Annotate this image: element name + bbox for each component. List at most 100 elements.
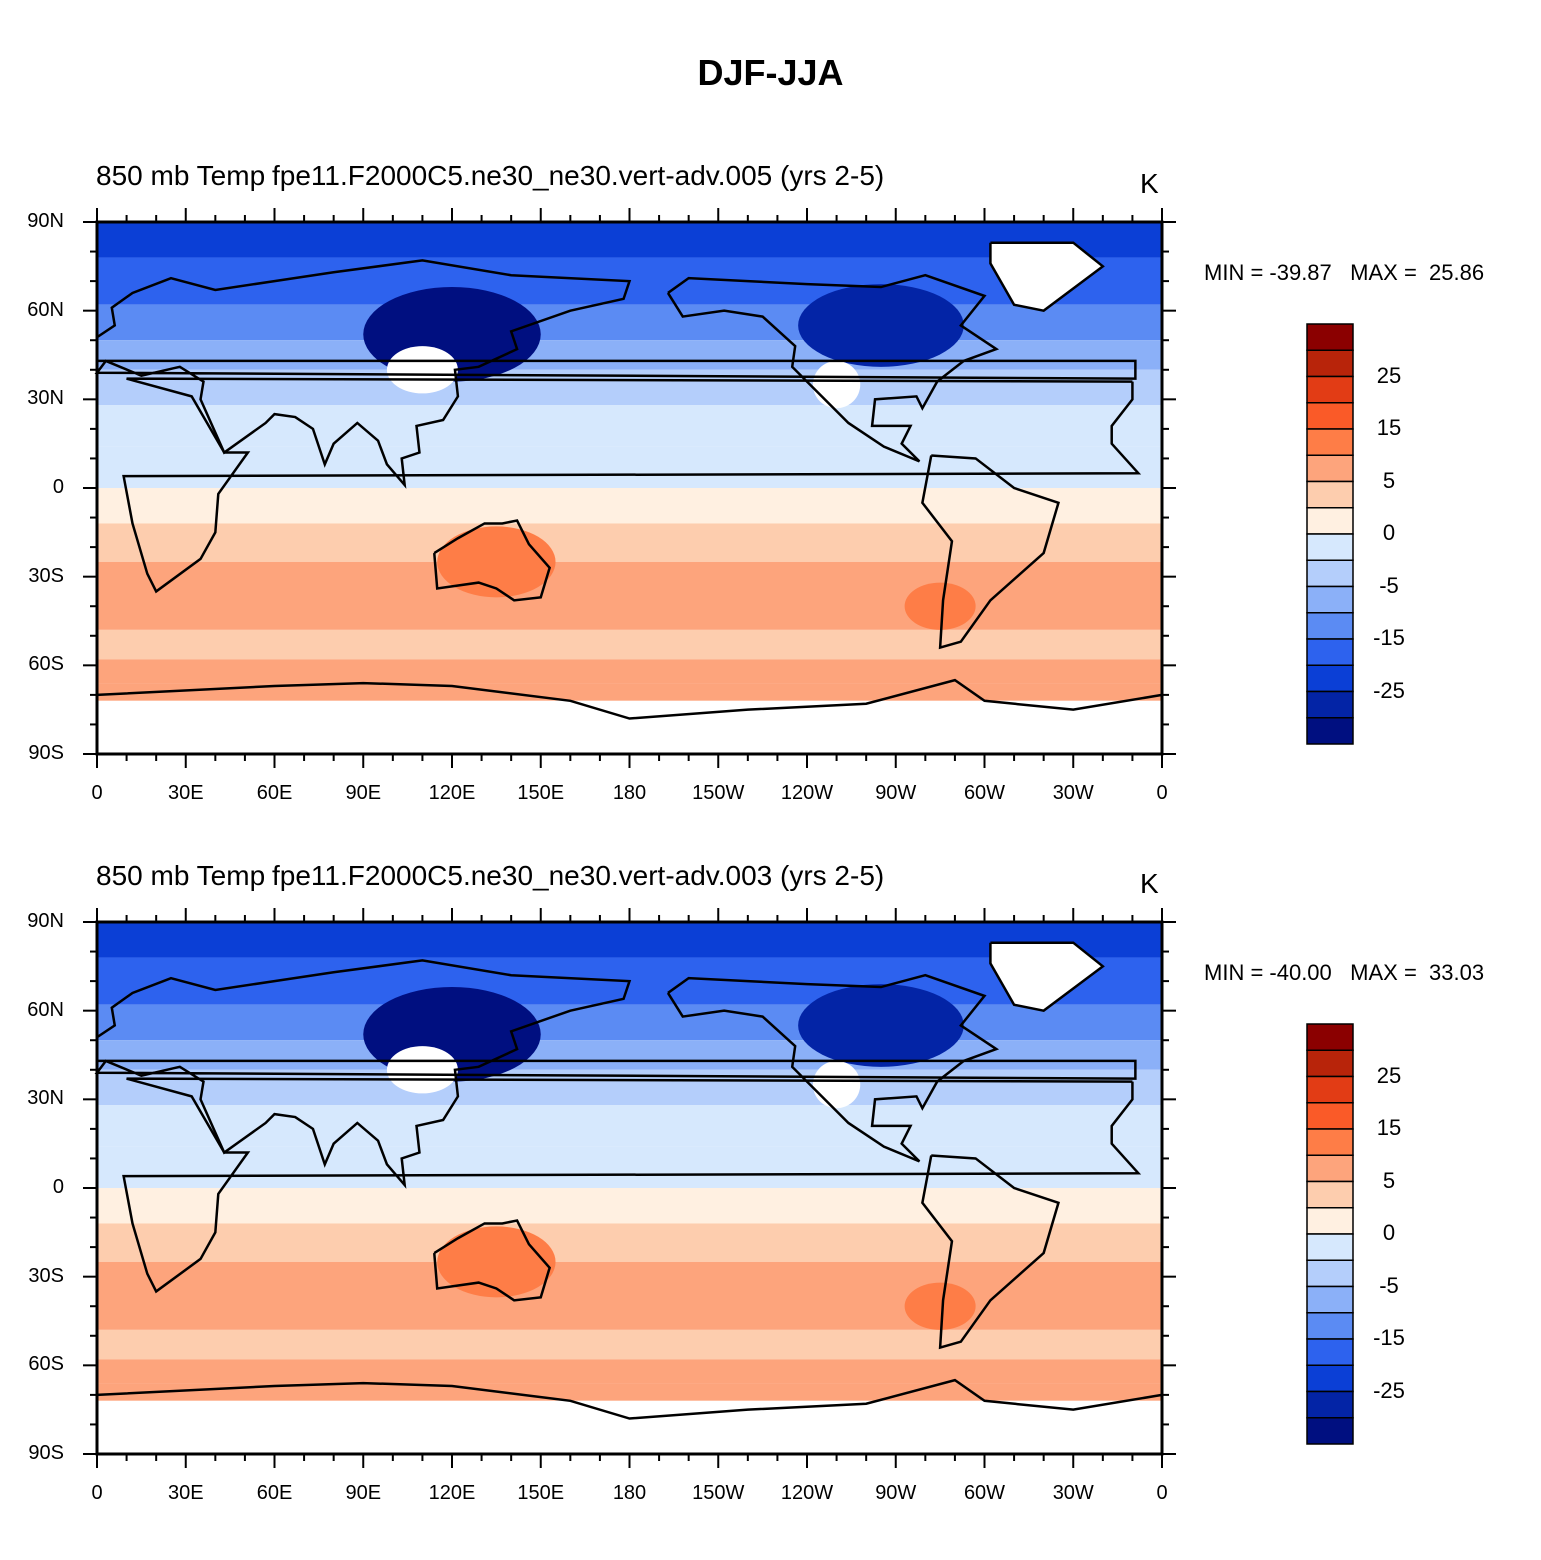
coastline <box>94 259 1137 489</box>
colorbar-box <box>1306 612 1354 640</box>
colorbar-box <box>1306 349 1354 378</box>
lon-tick-label: 180 <box>612 782 647 804</box>
colorbar-label: -15 <box>1373 1325 1405 1350</box>
lat-tick-label: 60S <box>28 1353 64 1376</box>
axis-ticks <box>83 908 1176 1468</box>
lat-tick-label: 0 <box>52 476 64 498</box>
figure-title: DJF-JJA <box>697 52 844 93</box>
colorbar-box <box>1306 664 1354 693</box>
coastline <box>921 454 1060 650</box>
coastline <box>989 241 1105 313</box>
lon-tick-label: 60W <box>963 1482 1006 1504</box>
missing-data-area <box>97 1400 1162 1454</box>
lon-tick-label: 120W <box>780 1482 834 1504</box>
lon-tick-label: 150E <box>517 782 565 804</box>
colorbar-box <box>1306 480 1354 509</box>
min-max-label: MIN = -40.00 MAX = 33.03 <box>1204 960 1484 986</box>
lon-tick-label: 90W <box>875 782 917 804</box>
missing-data-area <box>97 700 1162 754</box>
lat-tick-label: 60S <box>28 653 64 676</box>
lon-tick-label: 60E <box>256 1482 293 1504</box>
colorbar-box <box>1306 690 1354 719</box>
colorbar-label: 5 <box>1382 467 1396 493</box>
colorbar-box <box>1306 1207 1354 1235</box>
lon-tick-label: 150W <box>692 1482 745 1504</box>
colorbar-label: -25 <box>1373 1377 1405 1403</box>
coastline <box>989 941 1105 1013</box>
lon-tick-label: 90W <box>875 1482 917 1504</box>
contour-band <box>904 582 976 630</box>
lon-tick-label: 30W <box>1052 782 1094 804</box>
colorbar-box <box>1306 1285 1354 1314</box>
colorbar-box <box>1306 559 1354 588</box>
lon-tick-label: 30E <box>167 1482 204 1504</box>
contour-band <box>97 523 1162 562</box>
contour-band <box>97 1188 1162 1224</box>
panel-variable-label: 850 mb Temp <box>96 160 266 191</box>
coastlines <box>94 241 1164 756</box>
contour-band <box>97 1040 1162 1070</box>
contour-band <box>437 1226 556 1298</box>
colorbar-box <box>1306 507 1354 535</box>
axis-ticks <box>83 208 1176 768</box>
min-label: MIN = -39.87 <box>1204 260 1332 285</box>
lon-tick-label: 0 <box>1156 782 1168 804</box>
lon-tick-label: 150W <box>692 782 745 804</box>
lon-tick-label: 0 <box>1156 1482 1168 1504</box>
colorbar-box <box>1306 638 1354 666</box>
coastline <box>666 273 1000 463</box>
min-max-label: MIN = -39.87 MAX = 25.86 <box>1204 260 1484 286</box>
colorbar-box <box>1306 717 1354 745</box>
missing-data-area <box>386 346 458 394</box>
lat-tick-label: 90N <box>27 910 64 932</box>
colorbar-box <box>1306 402 1354 430</box>
units-label: K <box>1140 168 1159 199</box>
lon-tick-label: 90E <box>345 1482 382 1504</box>
temperature-field <box>97 222 1162 754</box>
lat-tick-label: 60N <box>27 298 64 321</box>
colorbar-label: 15 <box>1376 415 1402 440</box>
colorbar-box <box>1306 323 1354 351</box>
lon-tick-label: 90E <box>345 782 382 804</box>
lat-tick-label: 30N <box>27 387 64 410</box>
map-panel-bottom: 850 mb Temp fpe11.F2000C5.ne30_ne30.vert… <box>0 860 1541 1560</box>
lon-tick-label: 30W <box>1052 1482 1094 1504</box>
coastline <box>122 1077 1142 1294</box>
map-plot <box>83 208 1354 768</box>
colorbar-label: -5 <box>1379 1272 1399 1298</box>
colorbar-box <box>1306 1312 1354 1340</box>
contour-band <box>97 446 1162 488</box>
colorbar-box <box>1306 1259 1354 1288</box>
contour-band <box>97 922 1162 958</box>
colorbar-box <box>1306 1364 1354 1393</box>
colorbar <box>1306 323 1354 745</box>
coastline <box>94 959 1137 1189</box>
coastline <box>96 678 1164 756</box>
colorbar-box <box>1306 1128 1354 1156</box>
contour-band <box>97 1105 1162 1147</box>
colorbar-label: 15 <box>1376 1115 1402 1140</box>
missing-data-area <box>812 360 861 409</box>
contour-band <box>97 659 1162 684</box>
contour-band <box>904 1282 976 1330</box>
lat-tick-label: 30S <box>28 1264 64 1287</box>
colorbar-label: 5 <box>1382 1167 1396 1193</box>
map-plot <box>83 908 1354 1468</box>
contour-band <box>97 405 1162 447</box>
panel-variable-label: 850 mb Temp <box>96 860 266 891</box>
colorbar-label: -5 <box>1379 572 1399 598</box>
colorbar-box <box>1306 533 1354 561</box>
units-label: K <box>1140 868 1159 899</box>
contour-band <box>97 488 1162 524</box>
lon-tick-label: 180 <box>612 1482 647 1504</box>
coastline <box>921 1154 1060 1350</box>
coastline <box>433 1219 552 1302</box>
colorbar-label: 25 <box>1376 1062 1402 1088</box>
panel-case-label: fpe11.F2000C5.ne30_ne30.vert-adv.003 (yr… <box>272 860 885 891</box>
missing-data-area <box>812 1060 861 1109</box>
colorbar-box <box>1306 1154 1354 1183</box>
colorbar-box <box>1306 1390 1354 1419</box>
colorbar-box <box>1306 1023 1354 1051</box>
colorbar-box <box>1306 585 1354 614</box>
colorbar-box <box>1306 1338 1354 1366</box>
